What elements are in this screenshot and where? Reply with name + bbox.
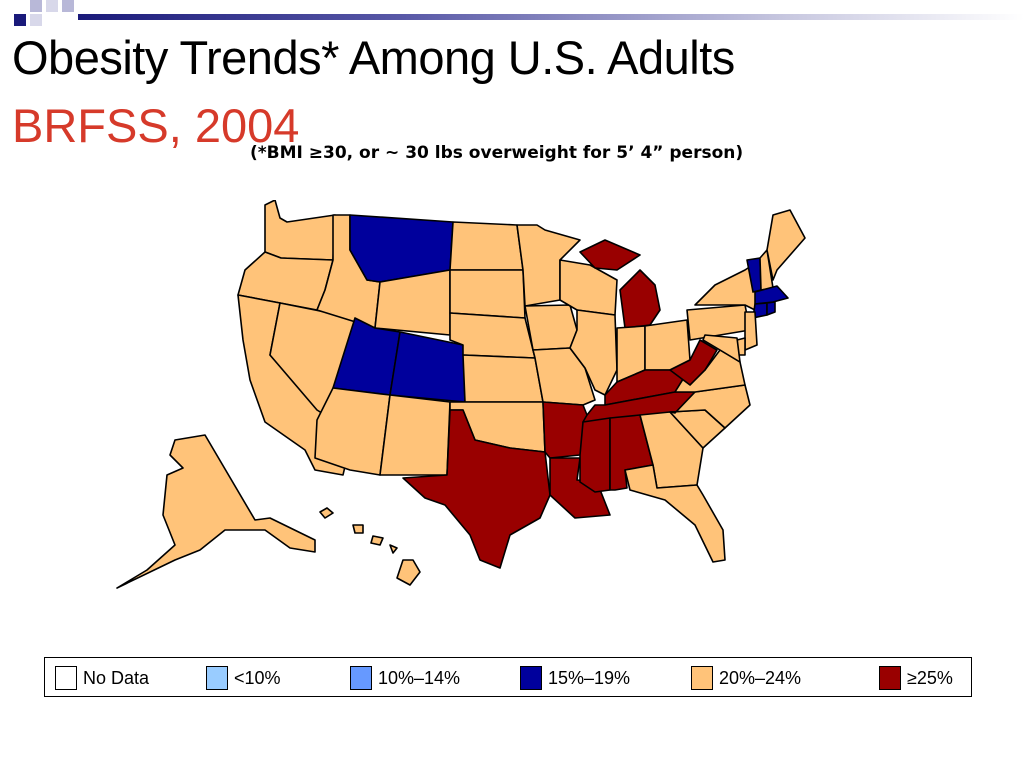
map-legend: No Data <10% 10%–14% 15%–19% 20%–24% ≥25… <box>44 657 972 697</box>
legend-item-20-24: 20%–24% <box>691 665 801 691</box>
legend-swatch-20-24 <box>691 666 713 690</box>
legend-item-lt10: <10% <box>206 665 281 691</box>
state-new-mexico <box>379 394 451 476</box>
state-florida <box>624 464 726 563</box>
legend-swatch-lt10 <box>206 666 228 690</box>
state-arizona <box>314 387 391 476</box>
legend-swatch-ge25 <box>879 666 901 690</box>
state-alaska <box>116 434 316 589</box>
legend-swatch-no-data <box>55 666 77 690</box>
legend-label-no-data: No Data <box>83 667 150 688</box>
legend-label-lt10: <10% <box>234 667 281 688</box>
state-south-dakota <box>449 269 526 319</box>
legend-item-10-14: 10%–14% <box>350 665 460 691</box>
state-nebraska <box>449 312 536 359</box>
state-north-dakota <box>449 221 524 271</box>
state-hawaii <box>319 507 421 586</box>
state-kansas <box>462 354 544 403</box>
title-decoration-bar <box>78 14 1024 20</box>
state-mississippi <box>579 417 611 493</box>
state-washington <box>264 200 336 261</box>
legend-label-20-24: 20%–24% <box>719 667 802 688</box>
title-decoration-squares <box>14 0 74 26</box>
legend-label-10-14: 10%–14% <box>378 667 461 688</box>
state-texas <box>402 409 551 569</box>
slide-subtitle: BRFSS, 2004 <box>12 99 300 152</box>
legend-item-ge25: ≥25% <box>879 665 953 691</box>
state-new-jersey <box>744 311 758 351</box>
legend-item-no-data: No Data <box>55 665 149 691</box>
legend-item-15-19: 15%–19% <box>520 665 630 691</box>
state-rhode-island <box>766 301 776 316</box>
legend-swatch-15-19 <box>520 666 542 690</box>
state-iowa <box>524 304 578 351</box>
state-massachusetts <box>754 285 789 305</box>
legend-swatch-10-14 <box>350 666 372 690</box>
state-maine <box>766 209 806 281</box>
state-illinois <box>569 309 618 396</box>
legend-label-15-19: 15%–19% <box>548 667 631 688</box>
bmi-footnote: (*BMI ≥30, or ~ 30 lbs overweight for 5’… <box>250 143 744 163</box>
legend-label-ge25: ≥25% <box>907 667 953 688</box>
state-pennsylvania <box>686 304 751 341</box>
state-maryland <box>702 334 741 363</box>
state-west-virginia <box>669 339 718 386</box>
slide-title: Obesity Trends* Among U.S. Adults <box>12 31 735 84</box>
us-obesity-map <box>116 200 806 589</box>
state-colorado <box>389 331 466 403</box>
